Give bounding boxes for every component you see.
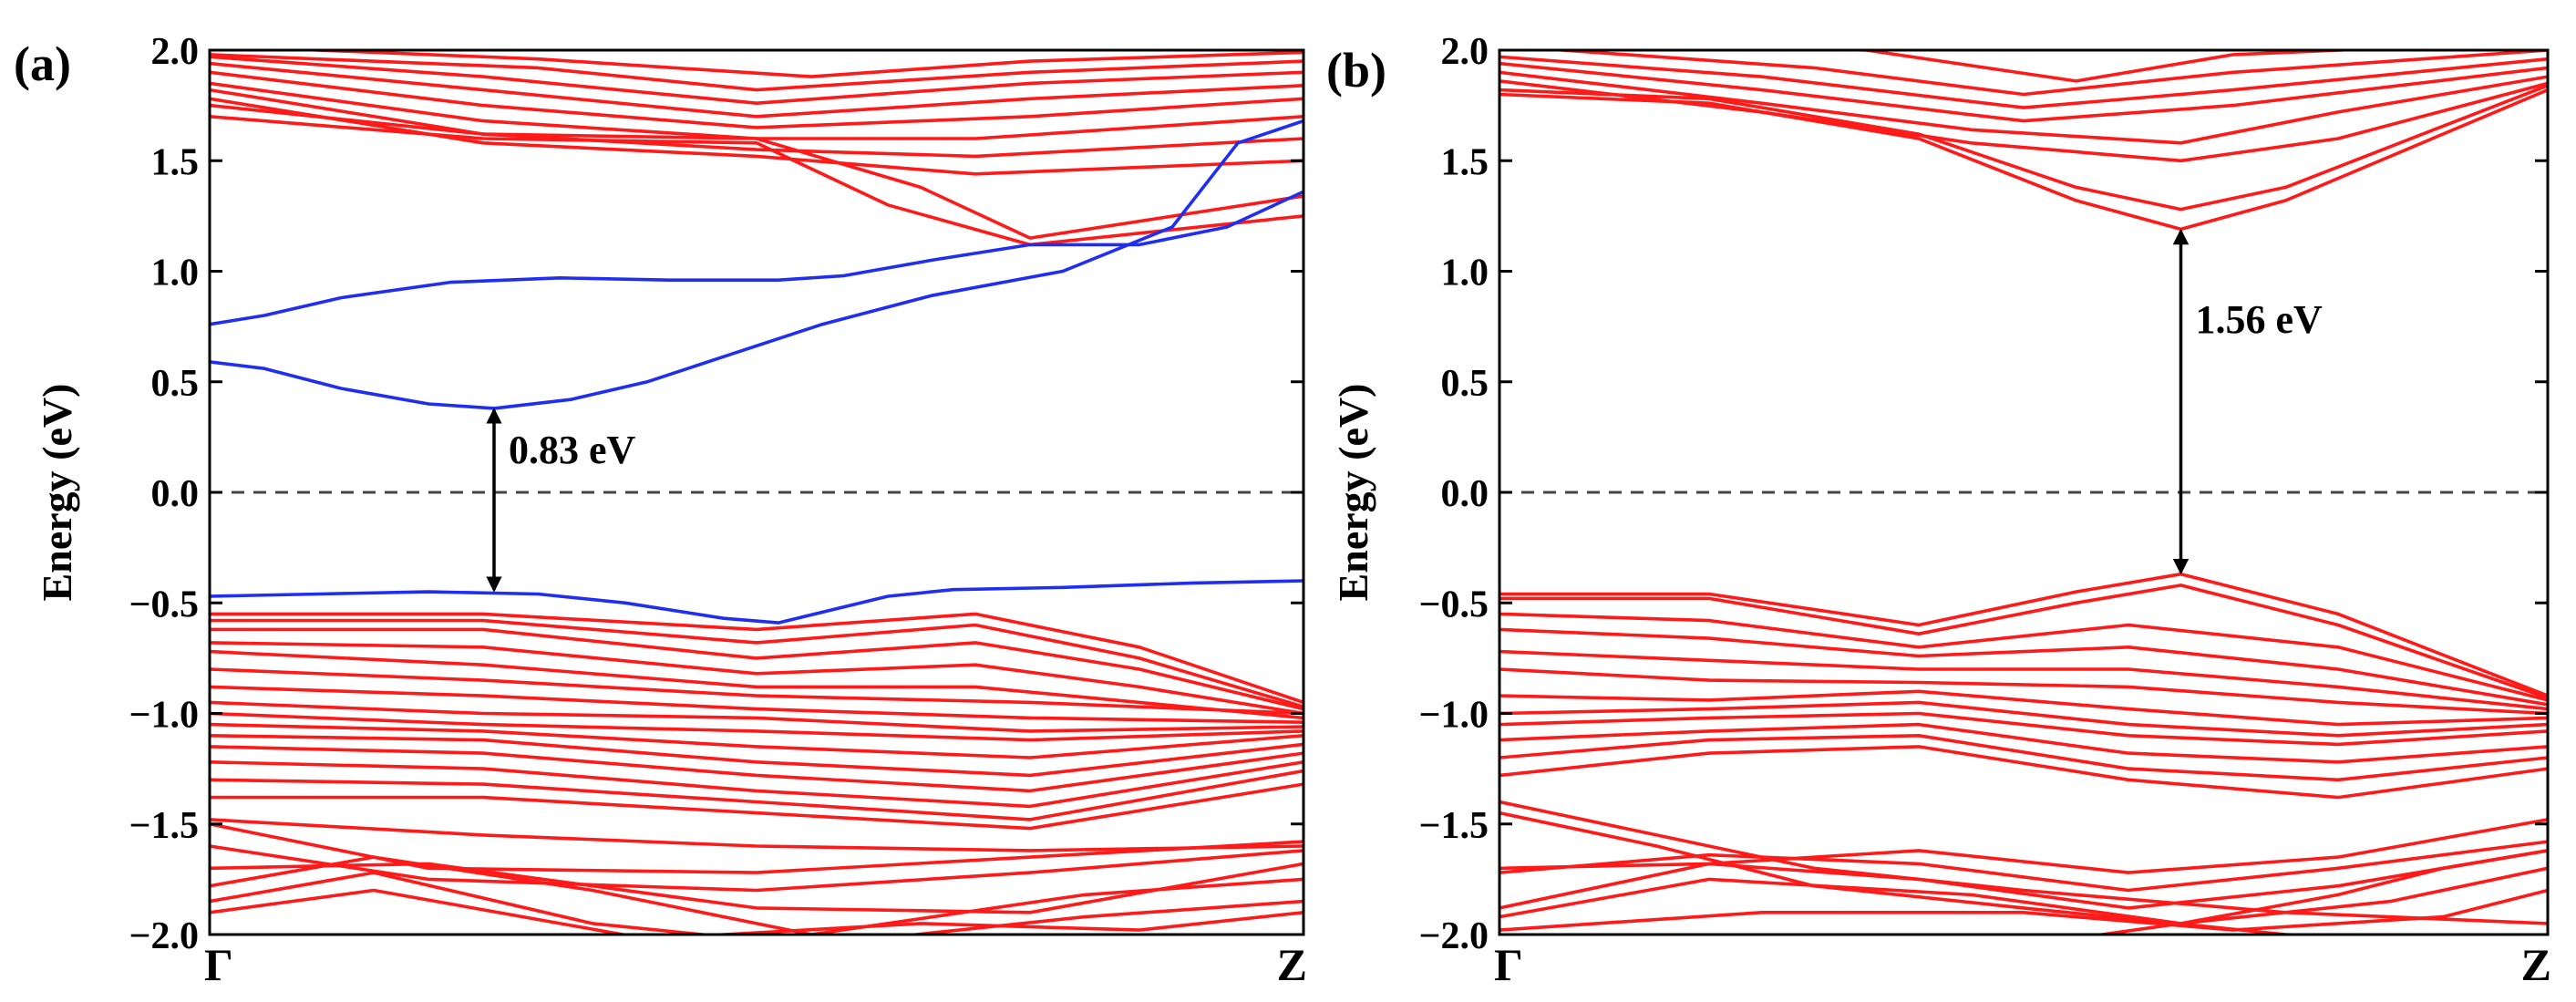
panel-a-band-vb19 bbox=[210, 862, 1303, 914]
panel-b-band-vb16 bbox=[1499, 840, 2548, 893]
panel-a-ytick-label: 0.5 bbox=[151, 363, 200, 405]
panel-a-band-cb4 bbox=[210, 88, 1303, 159]
panel-b-band-cb2 bbox=[1499, 84, 2548, 212]
panel-b-band-vb9 bbox=[1499, 711, 2548, 747]
panel-b: (b) Energy (eV) 1.56 eV −2.0 −1.5 −1.0 −0.5… bbox=[1326, 31, 2551, 990]
panel-a-band-vb17 bbox=[210, 822, 1303, 874]
panel-a-band-vb20 bbox=[210, 855, 1303, 935]
panel-a-band-vb15 bbox=[210, 782, 1303, 831]
panel-a-band-cb3 bbox=[210, 97, 1303, 176]
panel-b-yaxis: −2.0 −1.5 −1.0 −0.5 0.0 0.5 1.0 1.5 2.0 bbox=[1419, 31, 2548, 957]
panel-b-band-cb3 bbox=[1499, 79, 2548, 163]
panel-a-band-cb9 bbox=[210, 53, 1303, 92]
panel-b-band-vb11 bbox=[1499, 734, 2548, 782]
panel-a-band-vb12 bbox=[210, 745, 1303, 793]
panel-a-band-vb3 bbox=[210, 627, 1303, 711]
panel-a-highlight-band-cb-upper-blue- bbox=[210, 190, 1303, 326]
panel-a-band-vb10 bbox=[210, 722, 1303, 759]
panel-a-band-cb10 bbox=[279, 50, 1303, 78]
panel-a-bands bbox=[210, 50, 1303, 935]
panel-b-ytick-label: −2.0 bbox=[1419, 915, 1489, 957]
panel-b-band-vb1 bbox=[1499, 572, 2548, 697]
panel-b-kpoint-label: Γ bbox=[1494, 939, 1523, 990]
panel-b-band-vb15 bbox=[1499, 818, 2548, 874]
panel-b-band-vb18 bbox=[1499, 866, 2548, 925]
panel-a-band-cb1 bbox=[210, 115, 1303, 247]
panel-a-kpoint-label: Γ bbox=[204, 939, 233, 990]
panel-b-band-vb8 bbox=[1499, 700, 2548, 738]
panel-a-band-vb7 bbox=[210, 685, 1303, 724]
panel-a: (a) Energy (eV) 0.83 eV −2.0 −1.5 −1.0 −0.5… bbox=[14, 31, 1307, 990]
panel-a-yaxis: −2.0 −1.5 −1.0 −0.5 0.0 0.5 1.0 1.5 2.0 bbox=[129, 31, 1303, 957]
panel-b-ytick-label: 0.5 bbox=[1441, 363, 1489, 405]
panel-a-ytick-label: −0.5 bbox=[129, 584, 199, 625]
panel-a-ytick-label: 2.0 bbox=[151, 31, 200, 73]
panel-a-band-vb8 bbox=[210, 700, 1303, 733]
panel-b-band-vb7 bbox=[1499, 689, 2548, 727]
panel-a-band-vb18 bbox=[210, 844, 1303, 893]
panel-a-ytick-label: −1.0 bbox=[129, 695, 199, 737]
panel-a-band-vb6 bbox=[210, 667, 1303, 716]
panel-b-ytick-label: 1.0 bbox=[1441, 253, 1489, 294]
panel-b-gap-annotation: 1.56 eV bbox=[2172, 228, 2324, 575]
panel-a-gap-label: 0.83 eV bbox=[509, 428, 636, 472]
panel-b-ytick-label: 0.0 bbox=[1441, 473, 1489, 515]
panel-a-band-vb14 bbox=[210, 769, 1303, 821]
panel-a-ytick-label: 1.0 bbox=[151, 253, 200, 294]
panel-a-gap-annotation: 0.83 eV bbox=[486, 408, 636, 593]
panel-b-ytick-label: −1.0 bbox=[1419, 695, 1489, 737]
panel-a-band-vb13 bbox=[210, 760, 1303, 809]
panel-a-ytick-label: −1.5 bbox=[129, 805, 199, 847]
panel-a-band-vb1 bbox=[210, 612, 1303, 705]
panel-a-ytick-label: 0.0 bbox=[151, 473, 200, 515]
panel-b-band-vb5 bbox=[1499, 649, 2548, 711]
panel-b-band-vb12 bbox=[1499, 745, 2548, 800]
panel-b-ylabel: Energy (eV) bbox=[1330, 384, 1376, 602]
panel-a-band-vb11 bbox=[210, 734, 1303, 778]
panel-b-ytick-label: −1.5 bbox=[1419, 805, 1489, 847]
panel-a-highlight-band-cb-lowest-blue- bbox=[210, 119, 1303, 410]
panel-b-band-vb3 bbox=[1499, 612, 2548, 702]
panel-b-band-cb6 bbox=[1499, 55, 2548, 109]
panel-b-ytick-label: 2.0 bbox=[1441, 31, 1489, 73]
panel-a-band-vb21 bbox=[210, 871, 1303, 935]
panel-b-band-cb5 bbox=[1499, 61, 2548, 123]
panel-a-band-vb4 bbox=[210, 641, 1303, 716]
panel-a-band-cb5 bbox=[210, 81, 1303, 140]
panel-b-ytick-label: −0.5 bbox=[1419, 584, 1489, 625]
panel-b-band-vb20 bbox=[2090, 849, 2548, 935]
panel-b-band-vb2 bbox=[1499, 584, 2548, 700]
panel-b-band-vb17 bbox=[1499, 849, 2548, 910]
panel-a-kpoint-label: Z bbox=[1277, 939, 1307, 990]
panel-a-ytick-label: −2.0 bbox=[129, 915, 199, 957]
panel-a-band-cb7 bbox=[210, 61, 1303, 119]
panel-b-band-cb1 bbox=[1499, 88, 2548, 232]
panel-a-band-vb16 bbox=[210, 818, 1303, 852]
panel-b-ytick-label: 1.5 bbox=[1441, 141, 1489, 183]
panel-b-band-vb6 bbox=[1499, 667, 2548, 716]
panel-a-band-cb6 bbox=[210, 70, 1303, 129]
panel-b-band-vb19 bbox=[1499, 888, 2548, 932]
panel-b-band-cb7 bbox=[1539, 50, 2548, 97]
panel-a-band-vb2 bbox=[210, 618, 1303, 708]
panel-b-band-vb10 bbox=[1499, 722, 2548, 764]
panel-a-ylabel: Energy (eV) bbox=[34, 384, 80, 602]
panel-b-band-vb4 bbox=[1499, 627, 2548, 707]
panel-a-band-vb9 bbox=[210, 711, 1303, 742]
panel-a-band-cb8 bbox=[210, 55, 1303, 105]
panel-a-band-vb5 bbox=[210, 649, 1303, 720]
panel-b-gap-label: 1.56 eV bbox=[2196, 297, 2324, 342]
panel-b-kpoint-label: Z bbox=[2521, 939, 2551, 990]
panel-a-highlight-band-vb-top-blue- bbox=[210, 579, 1303, 625]
panel-a-ytick-label: 1.5 bbox=[151, 141, 200, 183]
panel-b-band-cb4 bbox=[1499, 70, 2548, 145]
panel-b-bands bbox=[1499, 50, 2548, 935]
panel-a-label: (a) bbox=[14, 36, 71, 91]
panel-b-band-vb14 bbox=[1499, 811, 2325, 935]
panel-b-label: (b) bbox=[1326, 43, 1386, 98]
panel-a-band-vb22 bbox=[210, 888, 1303, 935]
